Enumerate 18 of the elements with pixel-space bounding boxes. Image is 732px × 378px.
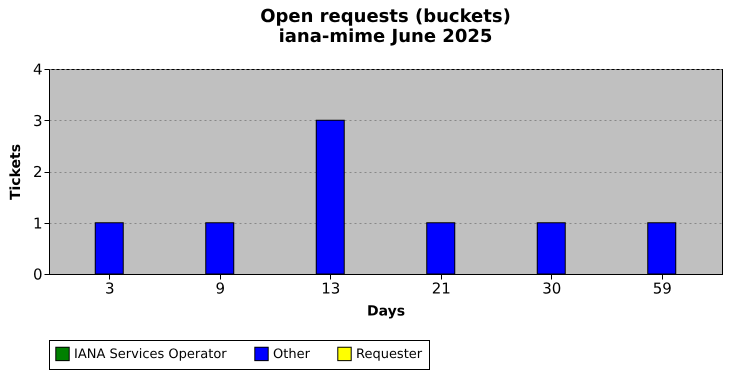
- legend-label: IANA Services Operator: [74, 346, 228, 362]
- x-axis-title: Days: [366, 304, 406, 320]
- y-tick-label: 1: [32, 214, 42, 232]
- x-tick-label: 9: [215, 280, 226, 298]
- y-axis-title: Tickets: [8, 144, 24, 200]
- x-tick-label: 30: [542, 280, 562, 298]
- x-tick-label: 21: [432, 280, 451, 298]
- y-tick-label: 0: [32, 266, 42, 284]
- chart-title: Open requests (buckets): [260, 6, 511, 27]
- x-tick-label: 13: [321, 280, 340, 298]
- legend-label: Other: [273, 346, 311, 362]
- x-tick-label: 3: [104, 280, 115, 298]
- x-tick-label: 59: [652, 280, 672, 298]
- y-tick-label: 2: [32, 163, 42, 181]
- legend-label: Requester: [356, 346, 423, 362]
- y-tick-label: 3: [32, 112, 42, 130]
- y-tick-label: 4: [32, 60, 42, 78]
- chart-subtitle: iana-mime June 2025: [278, 26, 492, 47]
